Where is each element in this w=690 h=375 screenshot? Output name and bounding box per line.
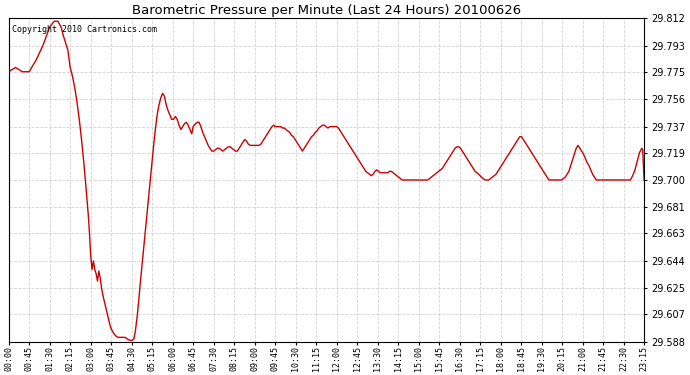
Text: Copyright 2010 Cartronics.com: Copyright 2010 Cartronics.com (12, 25, 157, 34)
Title: Barometric Pressure per Minute (Last 24 Hours) 20100626: Barometric Pressure per Minute (Last 24 … (132, 4, 521, 17)
